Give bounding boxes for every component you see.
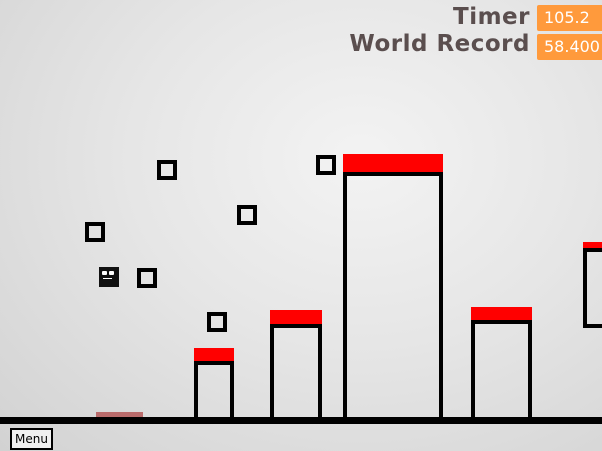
collectible-square	[207, 312, 227, 332]
player-eye	[102, 271, 107, 275]
world-record-label: World Record	[349, 31, 530, 57]
timer-label: Timer	[453, 4, 530, 30]
ground-floor	[0, 417, 602, 424]
platform-pillar	[343, 172, 443, 417]
platform-cap	[471, 307, 532, 321]
collectible-square	[157, 160, 177, 180]
spawn-pad	[96, 412, 143, 417]
collectible-square	[85, 222, 105, 242]
player-mouth	[103, 278, 112, 279]
collectible-square	[237, 205, 257, 225]
menu-button[interactable]: Menu	[10, 428, 53, 450]
platform-pillar	[194, 361, 234, 417]
platform-cap	[583, 242, 602, 249]
player-eye	[109, 271, 114, 275]
platform-cap	[270, 310, 322, 325]
collectible-square	[316, 155, 336, 175]
platform-pillar	[583, 248, 602, 328]
platform-cap	[194, 348, 234, 361]
platform-pillar	[471, 320, 532, 417]
collectible-square	[137, 268, 157, 288]
world-record-value: 58.400	[537, 34, 602, 60]
timer-value: 105.2	[537, 5, 602, 31]
platform-cap	[343, 154, 443, 173]
player-character	[99, 267, 119, 287]
platform-pillar	[270, 324, 322, 417]
